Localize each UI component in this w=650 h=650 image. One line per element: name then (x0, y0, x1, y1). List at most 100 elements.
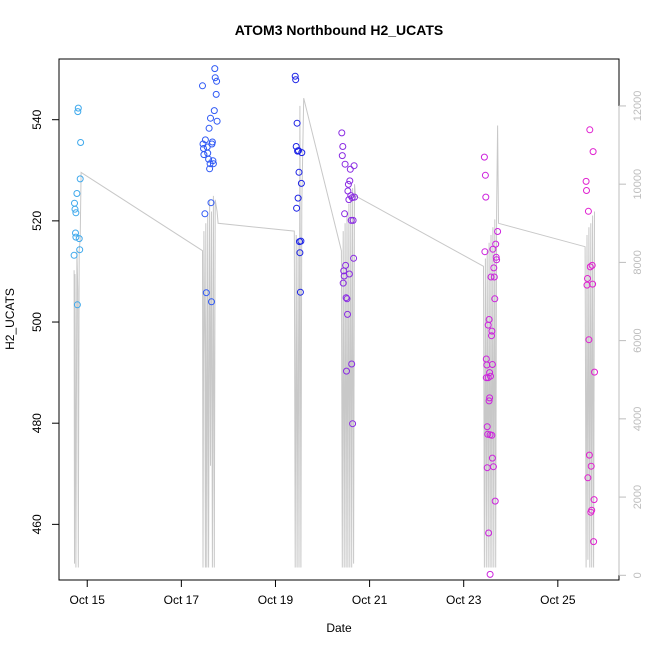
y-tick-label: 540 (30, 109, 44, 129)
data-point (296, 249, 304, 257)
data-point (72, 229, 79, 237)
data-point (74, 104, 82, 112)
x-tick-label: Oct 15 (70, 593, 106, 607)
data-point (350, 254, 358, 262)
data-point (347, 216, 355, 224)
data-point (70, 251, 78, 259)
data-point (298, 149, 306, 157)
data-point (491, 295, 499, 303)
data-point (491, 497, 499, 505)
x-tick-label: Oct 17 (164, 593, 200, 607)
y-axis-label: H2_UCATS (3, 288, 17, 350)
data-point (213, 77, 221, 85)
data-point (75, 235, 83, 243)
data-point (207, 114, 214, 122)
y2-tick-label: 0 (632, 572, 644, 578)
data-point (296, 288, 304, 296)
y-axis: 460 480 500 520 540 (30, 109, 60, 534)
data-point (344, 180, 352, 188)
data-point (72, 209, 80, 217)
y2-tick-label: 6000 (632, 328, 644, 352)
data-point (351, 193, 358, 201)
data-point (213, 117, 221, 125)
data-point (342, 261, 350, 269)
data-point (348, 360, 356, 368)
chart-title: ATOM3 Northbound H2_UCATS (235, 22, 443, 38)
data-point (492, 240, 500, 248)
data-point (488, 431, 496, 439)
data-point (346, 165, 354, 173)
data-point (202, 289, 210, 297)
data-point (487, 372, 494, 380)
data-point (206, 165, 214, 173)
secondary-series-line (73, 97, 595, 568)
data-point (486, 570, 494, 578)
data-point (488, 327, 496, 335)
data-point (582, 177, 590, 185)
data-point (201, 136, 209, 144)
data-point (485, 397, 493, 405)
x-tick-label: Oct 19 (258, 593, 294, 607)
data-point (212, 90, 220, 98)
data-point (589, 280, 597, 288)
data-point (586, 126, 594, 134)
data-point (293, 119, 301, 127)
data-point (74, 108, 82, 116)
data-point (293, 204, 301, 212)
data-point (295, 168, 303, 176)
data-point (587, 462, 595, 470)
data-point (490, 264, 498, 272)
y2-tick-label: 2000 (632, 485, 644, 509)
data-point (76, 175, 84, 183)
data-point (345, 270, 353, 278)
data-point (588, 261, 596, 269)
data-point (485, 529, 493, 537)
data-point (208, 298, 215, 306)
data-point (347, 192, 355, 200)
data-point (341, 210, 349, 218)
data-point (343, 295, 351, 303)
data-point (482, 193, 490, 201)
data-point (349, 216, 357, 224)
data-point (211, 65, 219, 73)
points-layer (70, 65, 598, 578)
data-point (588, 506, 596, 514)
data-point (488, 361, 496, 368)
secondary-series-layer (73, 97, 595, 568)
y2-axis: 0 2000 4000 6000 8000 10000 12000 (618, 91, 644, 578)
data-point (209, 160, 217, 168)
data-point (339, 279, 347, 287)
data-point (77, 139, 85, 146)
data-point (590, 496, 598, 504)
data-point (350, 162, 358, 170)
data-point (343, 367, 350, 375)
data-point (481, 171, 489, 179)
data-point (205, 124, 213, 132)
data-point (490, 273, 498, 281)
data-point (338, 129, 346, 137)
data-point (349, 420, 357, 428)
x-axis: Oct 15 Oct 17 Oct 19 Oct 21 Oct 23 Oct 25 (70, 579, 576, 607)
x-tick-label: Oct 25 (540, 593, 576, 607)
y-tick-label: 520 (30, 211, 44, 231)
data-point (292, 143, 300, 150)
data-point (486, 369, 494, 377)
data-point (291, 72, 299, 80)
data-point (584, 474, 592, 482)
data-point (344, 310, 351, 318)
data-point (297, 179, 305, 187)
x-tick-label: Oct 23 (446, 593, 482, 607)
data-point (200, 151, 208, 159)
data-point (339, 143, 347, 150)
data-point (481, 248, 489, 256)
data-point (73, 190, 81, 197)
data-point (584, 275, 591, 282)
data-point (488, 454, 496, 462)
x-axis-label: Date (326, 621, 352, 635)
y2-tick-label: 10000 (632, 169, 644, 200)
data-point (485, 316, 493, 323)
data-point (480, 153, 488, 161)
data-point (205, 155, 213, 163)
